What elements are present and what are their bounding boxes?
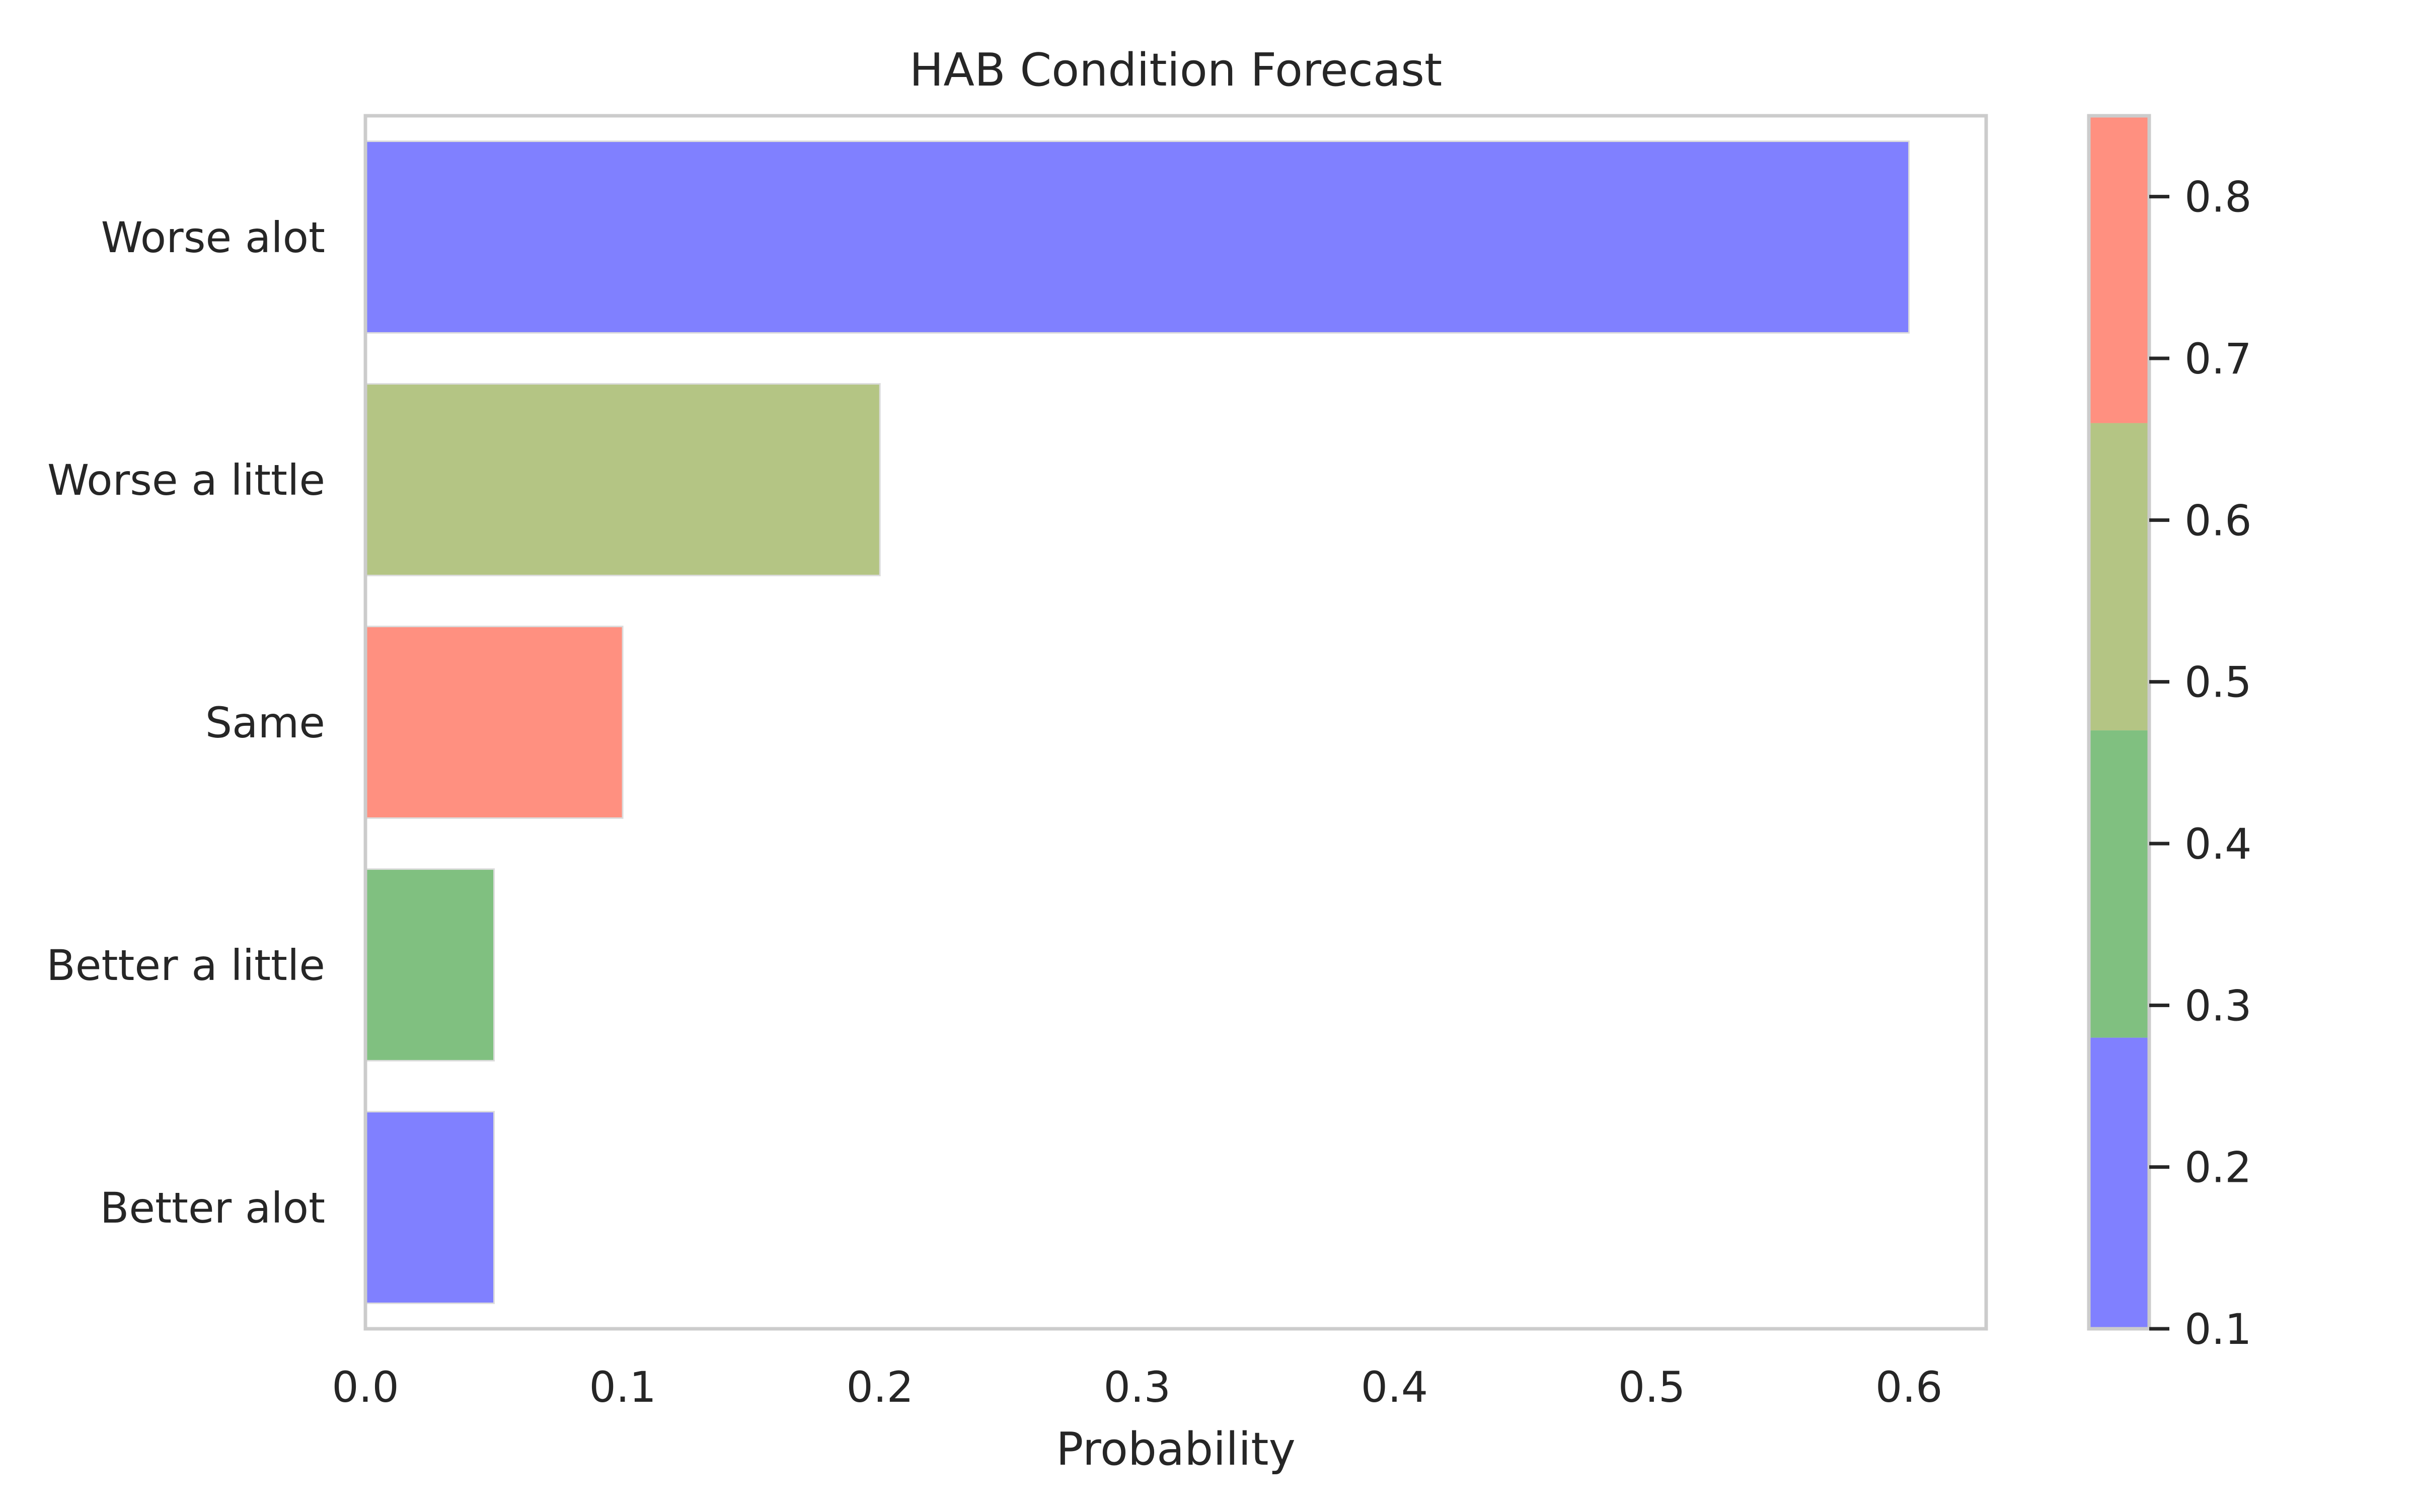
colorbar-tick-label: 0.8: [2184, 173, 2252, 222]
colorbar-tick-label: 0.1: [2184, 1305, 2252, 1354]
bar-worse-alot: [364, 140, 1910, 334]
chart-title: HAB Condition Forecast: [910, 44, 1443, 97]
bar-better-a-little: [364, 868, 495, 1062]
colorbar-segment: [2089, 1037, 2149, 1329]
bar-better-alot: [364, 1111, 495, 1304]
x-tick-label: 0.5: [1618, 1363, 1686, 1412]
x-tick-label: 0.1: [589, 1363, 656, 1412]
y-tick-label: Better a little: [46, 941, 325, 990]
y-tick-label: Same: [205, 698, 325, 747]
colorbar-tick-label: 0.6: [2184, 496, 2252, 545]
colorbar-tick-label: 0.4: [2184, 819, 2252, 869]
y-tick-label: Worse alot: [101, 213, 325, 262]
x-tick-label: 0.4: [1361, 1363, 1428, 1412]
colorbar-tick-label: 0.5: [2184, 658, 2252, 707]
plot-frame: [363, 114, 1988, 1331]
y-tick-label: Worse a little: [47, 456, 325, 505]
colorbar-tick-label: 0.3: [2184, 981, 2252, 1030]
colorbar-tick-label: 0.7: [2184, 334, 2252, 384]
colorbar-segment: [2089, 730, 2149, 1038]
x-tick-label: 0.6: [1875, 1363, 1943, 1412]
x-tick-label: 0.3: [1104, 1363, 1171, 1412]
y-tick-labels: Worse alot Worse a little Same Better a lit…: [46, 213, 325, 1233]
colorbar-tick-label: 0.2: [2184, 1143, 2252, 1192]
colorbar: 0.1 0.2 0.3 0.4 0.5 0.6 0.7 0.8: [2087, 114, 2252, 1354]
x-axis-label: Probability: [1056, 1423, 1296, 1476]
bars-layer: [364, 140, 1910, 1304]
x-tick-labels: 0.0 0.1 0.2 0.3 0.4 0.5 0.6: [332, 1363, 1942, 1412]
x-tick-label: 0.0: [332, 1363, 399, 1412]
colorbar-segment: [2089, 423, 2149, 731]
bar-worse-a-little: [364, 383, 881, 576]
x-tick-label: 0.2: [846, 1363, 914, 1412]
bar-same: [364, 626, 624, 819]
y-tick-label: Better alot: [100, 1183, 325, 1233]
colorbar-frame: [2087, 114, 2151, 1331]
colorbar-segment: [2089, 116, 2149, 423]
